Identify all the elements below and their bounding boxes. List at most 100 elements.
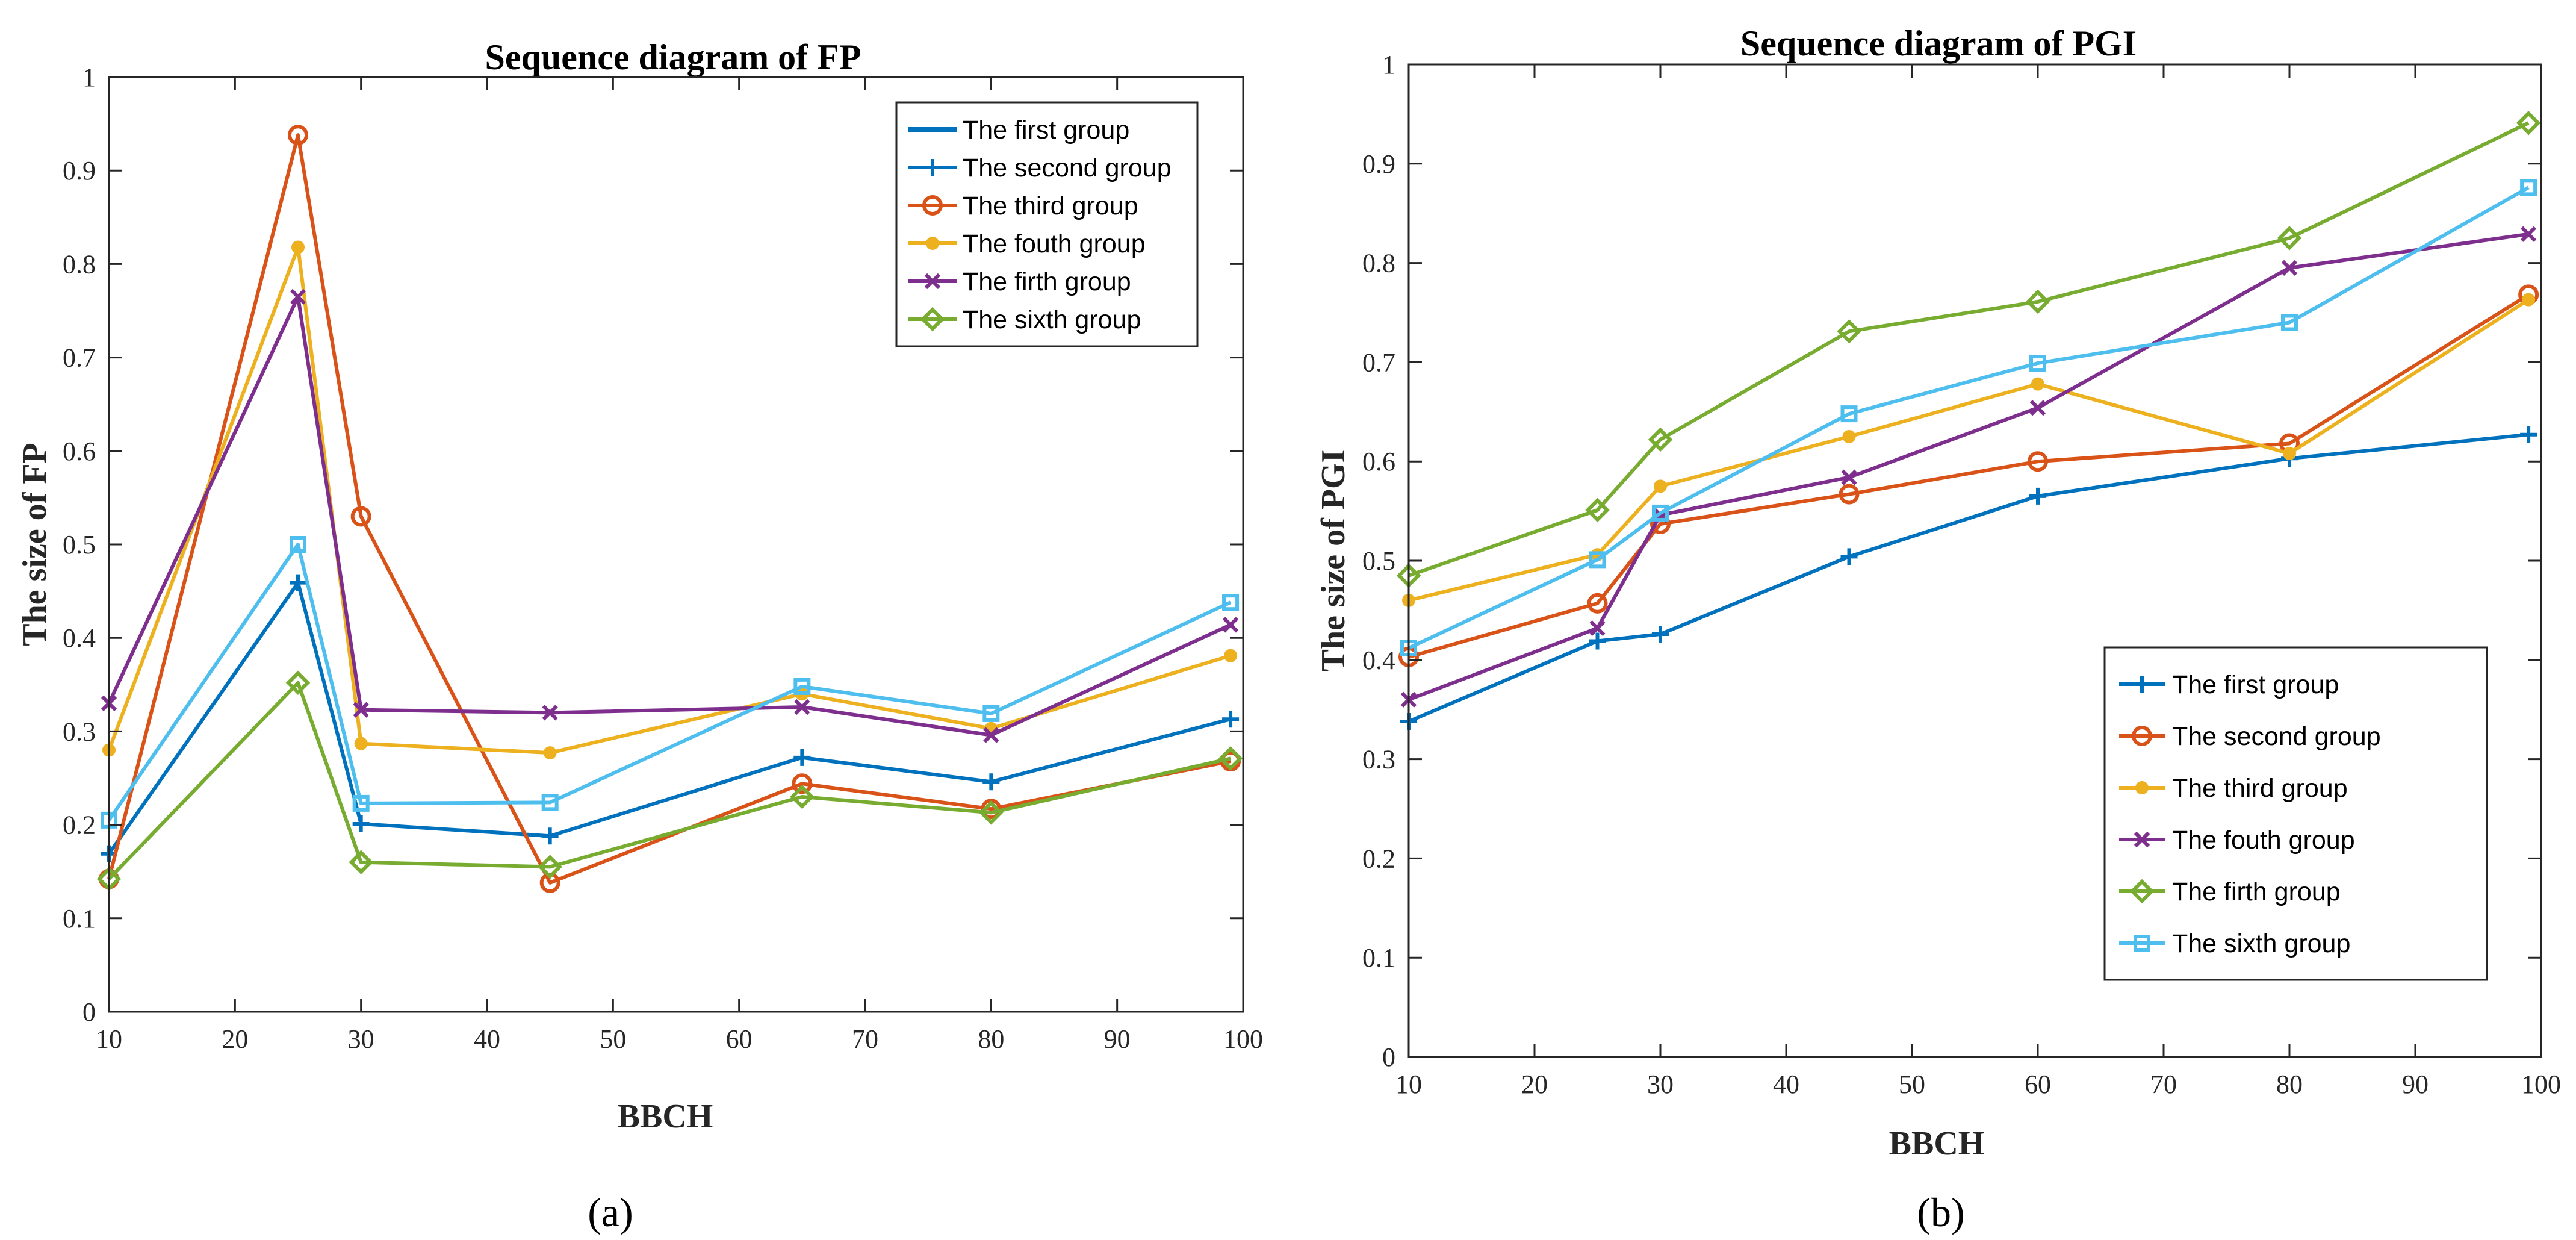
chart-pgi-series-1-point [2520, 426, 2537, 443]
chart-fp-series-6-point [285, 670, 311, 695]
chart-fp-series-2-point [982, 773, 1000, 791]
chart-fp-series-5-point [290, 288, 306, 305]
chart-fp-series-5-point [794, 699, 810, 715]
chart-fp-series-6-point [349, 850, 373, 874]
chart-fp-series-4-point [1224, 649, 1238, 662]
chart-pgi-series-3-point [2283, 447, 2296, 461]
chart-fp-series-7-point [290, 536, 306, 553]
chart-fp-y-tick-label: 0.2 [63, 811, 96, 840]
chart-pgi-series-4-point [2520, 226, 2537, 242]
chart-pgi-legend-marker [2134, 935, 2150, 952]
chart-fp-series-3-point [288, 125, 308, 146]
chart-fp-legend-marker [922, 195, 943, 216]
chart-fp-x-axis-label: BBCH [618, 1098, 713, 1135]
chart-pgi-series-3-point [1842, 430, 1856, 443]
chart-pgi-series-2-line [1408, 293, 2530, 659]
chart-fp-series-6 [96, 670, 1243, 891]
chart-pgi-y-tick-label: 0.7 [1362, 347, 1395, 377]
chart-pgi: Sequence diagram of PGI BBCH The size of… [1315, 23, 2561, 1235]
chart-fp-series-3-line [107, 133, 1231, 885]
chart-pgi-legend-label: The firth group [2172, 877, 2341, 906]
chart-pgi-series-3-point [1654, 479, 1667, 493]
chart-pgi-y-tick-label: 0.8 [1362, 249, 1395, 278]
chart-fp: Sequence diagram of FP BBCH The size of … [16, 37, 1263, 1235]
chart-fp-y-tick-label: 0.9 [63, 156, 96, 185]
chart-pgi-legend-entry: The first group [2119, 670, 2339, 699]
chart-fp-legend-label: The second group [963, 154, 1172, 182]
chart-pgi-x-tick-label: 20 [1521, 1070, 1548, 1099]
chart-pgi-series-6-point [2281, 314, 2298, 331]
chart-fp-series-4 [102, 240, 1238, 760]
chart-pgi-legend-marker [2129, 879, 2155, 904]
chart-fp-series-7-point [352, 794, 370, 812]
chart-pgi-x-tick-label: 40 [1773, 1070, 1799, 1099]
chart-pgi-legend-marker [2135, 781, 2149, 794]
chart-pgi-legend-entry: The sixth group [2119, 929, 2350, 958]
chart-fp-y-tick-label: 0.6 [63, 437, 96, 466]
chart-fp-y-tick-label: 0.5 [63, 530, 96, 559]
chart-pgi-series-4-point [2029, 400, 2046, 416]
chart-pgi-y-tick-label: 0.3 [1362, 745, 1395, 774]
chart-pgi-title: Sequence diagram of PGI [1740, 23, 2137, 63]
chart-fp-legend-entry: The first group [908, 116, 1129, 145]
chart-pgi-y-tick-label: 0.9 [1362, 149, 1395, 179]
chart-pgi-series-6-point [2029, 355, 2046, 372]
chart-fp-series-6-point [790, 784, 815, 809]
chart-fp-legend-entry: The second group [908, 154, 1172, 182]
chart-fp-series-5-point [353, 702, 369, 718]
chart-pgi-series-5-line [1408, 121, 2530, 578]
chart-pgi-y-axis-label: The size of PGI [1315, 450, 1352, 672]
chart-fp-legend-marker [924, 159, 941, 176]
chart-fp-series-4-point [354, 737, 368, 750]
chart-pgi-legend-label: The fouth group [2172, 826, 2355, 855]
chart-pgi-series-5-point [1585, 497, 1610, 523]
chart-pgi-series-4-point [1841, 469, 1857, 485]
chart-fp-series-7-point [982, 705, 1000, 722]
chart-pgi-series-5 [1396, 110, 2541, 588]
chart-pgi-series-5-point [1837, 319, 1861, 344]
chart-pgi-x-axis-label: BBCH [1889, 1125, 1985, 1162]
chart-pgi-series-6-point [1652, 504, 1669, 522]
chart-pgi-series-2-point [1587, 593, 1608, 614]
chart-pgi-series-5-point [2516, 110, 2541, 136]
chart-pgi-series-5-point [1648, 427, 1673, 452]
chart-fp-x-tick-label: 50 [600, 1024, 626, 1054]
chart-fp-series-7 [101, 536, 1240, 829]
chart-pgi-legend-label: The first group [2172, 670, 2339, 699]
chart-fp-legend: The first group The second group The third… [895, 101, 1199, 347]
chart-pgi-series-2-point [2028, 451, 2048, 472]
chart-fp-x-tick-label: 90 [1104, 1024, 1131, 1054]
chart-fp-legend-label: The third group [963, 192, 1138, 220]
chart-fp-x-tick-label: 30 [348, 1024, 374, 1054]
chart-fp-x-tick-label: 40 [474, 1024, 500, 1054]
chart-pgi-x-tick-label: 50 [1899, 1070, 1925, 1099]
chart-pgi-legend-marker [2132, 726, 2152, 746]
chart-pgi-series-6-line [1407, 185, 2530, 650]
chart-pgi-legend-entry: The second group [2119, 722, 2381, 751]
chart-fp-legend-label: The fouth group [963, 229, 1146, 258]
chart-pgi-x-tick-label: 100 [2521, 1070, 2561, 1099]
chart-fp-series-2-point [541, 827, 559, 845]
chart-pgi-legend-marker [2134, 676, 2150, 693]
chart-fp-series-2-point [352, 815, 370, 833]
chart-fp-series-5 [101, 288, 1239, 743]
chart-fp-series-5-point [542, 705, 558, 721]
chart-pgi-legend-label: The sixth group [2172, 929, 2350, 958]
chart-fp-series-4-point [543, 746, 557, 760]
chart-fp-series-6-line [107, 681, 1231, 880]
chart-fp-legend-box [895, 101, 1199, 347]
chart-fp-series-7-point [1222, 594, 1240, 611]
chart-fp-series-2-point [290, 574, 306, 591]
chart-fp-legend-entry: The third group [908, 192, 1138, 220]
chart-fp-x-tick-label: 60 [726, 1024, 753, 1054]
chart-fp-series-7-point [541, 794, 559, 811]
chart-pgi-series-4-point [1589, 620, 1606, 637]
chart-pgi-legend-label: The second group [2172, 722, 2381, 751]
chart-pgi-y-tick-label: 0.1 [1362, 943, 1395, 973]
chart-fp-y-axis-label: The size of FP [16, 443, 54, 646]
chart-pgi-x-tick-label: 90 [2402, 1070, 2429, 1099]
chart-pgi-series-1-point [1840, 548, 1858, 565]
chart-fp-series-6-point [1218, 746, 1243, 771]
